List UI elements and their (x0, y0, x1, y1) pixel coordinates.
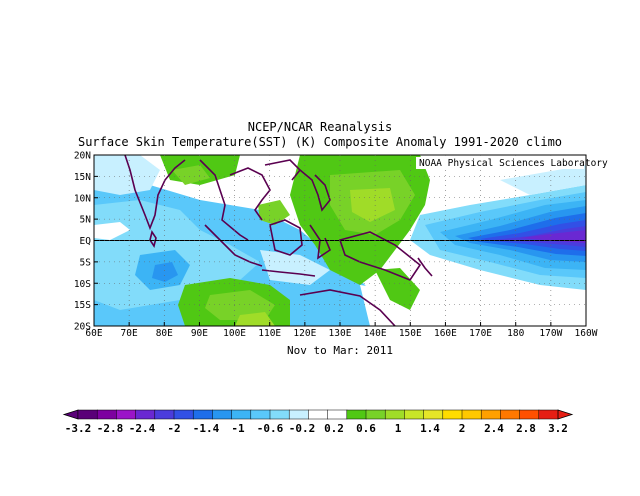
colorbar-arrow-left (62, 409, 79, 420)
latitude-labels: 20N 15N 10N 5N EQ 5S 10S 15S 20S (74, 151, 91, 333)
lon-label: 100E (223, 328, 246, 339)
colorbar-swatch (365, 409, 386, 420)
colorbar-swatch (135, 409, 156, 420)
colorbar-tick-label: 1.4 (420, 422, 440, 435)
colorbar-tick-label: -2.4 (129, 422, 156, 435)
china-coast (264, 159, 302, 181)
colorbar-tick-label: 2 (459, 422, 466, 435)
lon-label: 140E (364, 328, 387, 339)
colorbar-swatch (461, 409, 482, 420)
colorbar-tick-label: -3.2 (65, 422, 92, 435)
lon-label: 160E (434, 328, 457, 339)
myanmar-malay-coast (199, 159, 249, 241)
lon-label: 110E (258, 328, 281, 339)
title-line-2: Surface Skin Temperature(SST) (K) Compos… (77, 135, 563, 149)
colorbar-swatch (308, 409, 329, 420)
colorbar-swatch (96, 409, 117, 420)
longitude-labels: 60E 70E 80E 90E 100E 110E 120E 130E 140E 150E 160E… (85, 328, 597, 339)
colorbar-swatch (384, 409, 405, 420)
colorbar-swatch (327, 409, 348, 420)
colorbar-swatch (538, 409, 559, 420)
sumatra (204, 224, 263, 267)
borneo (269, 219, 303, 256)
lat-label: 20N (74, 151, 91, 162)
lat-label: 10S (74, 279, 91, 290)
lon-label: 160W (575, 328, 598, 339)
lon-label: 170W (539, 328, 562, 339)
lat-label: 20S (74, 322, 91, 333)
colorbar-tick-label: 0.2 (324, 422, 344, 435)
colorbar-swatch (250, 409, 271, 420)
credit-text: NOAA Physical Sciences Laboratory (419, 158, 608, 169)
lon-label: 170E (469, 328, 492, 339)
period-label: Nov to Mar: 2011 (287, 344, 393, 357)
lat-label: 5S (80, 257, 92, 268)
colorbar-tick-label: -0.2 (289, 422, 316, 435)
colorbar-arrow-right (557, 409, 574, 420)
sulawesi (309, 224, 331, 260)
philippines (299, 169, 331, 212)
colorbar-tick-label: 2.8 (516, 422, 536, 435)
solomon-islands (417, 257, 433, 277)
credit-box (416, 157, 584, 169)
sri-lanka (149, 230, 157, 248)
lat-label: EQ (80, 236, 92, 247)
australia-north-coast (299, 289, 396, 326)
colorbar-tick-label: -1.4 (193, 422, 220, 435)
lon-label: 130E (329, 328, 352, 339)
colorbar (62, 409, 574, 420)
lon-label: 120E (293, 328, 316, 339)
lat-label: 10N (74, 193, 91, 204)
coastlines (124, 155, 433, 326)
colorbar-swatch (269, 409, 290, 420)
java (261, 269, 316, 277)
colorbar-tick-label: -2 (167, 422, 180, 435)
lon-label: 150E (399, 328, 422, 339)
colorbar-swatch (154, 409, 175, 420)
colorbar-swatch (77, 409, 98, 420)
colorbar-swatch (519, 409, 540, 420)
colorbar-tick-label: 2.4 (484, 422, 504, 435)
lon-label: 80E (156, 328, 173, 339)
colorbar-swatch (173, 409, 194, 420)
colorbar-tick-label: 1 (395, 422, 402, 435)
colorbar-labels: -3.2 -2.8 -2.4 -2 -1.4 -1 -0.6 -0.2 0.2 0.6 1 1.4 2 2… (65, 422, 568, 435)
title-line-1: NCEP/NCAR Reanalysis (247, 120, 393, 134)
lon-label: 90E (191, 328, 208, 339)
lon-label: 70E (121, 328, 138, 339)
lat-label: 5N (80, 215, 92, 226)
lon-label: 180 (507, 328, 524, 339)
colorbar-swatch (346, 409, 367, 420)
colorbar-swatch (442, 409, 463, 420)
colorbar-swatch (192, 409, 213, 420)
lon-label: 60E (85, 328, 102, 339)
colorbar-swatch (116, 409, 137, 420)
colorbar-swatch (231, 409, 252, 420)
colorbar-swatch (500, 409, 521, 420)
colorbar-tick-label: 0.6 (356, 422, 376, 435)
gridlines (93, 154, 587, 327)
colorbar-swatch (288, 409, 309, 420)
colorbar-tick-label: -0.6 (257, 422, 284, 435)
colorbar-tick-label: 3.2 (548, 422, 568, 435)
colorbar-tick-label: -2.8 (97, 422, 124, 435)
colorbar-swatch (212, 409, 233, 420)
colorbar-swatch (423, 409, 444, 420)
colorbar-swatch (404, 409, 425, 420)
colorbar-swatch (480, 409, 501, 420)
lat-label: 15N (74, 172, 91, 183)
lat-label: 15S (74, 300, 91, 311)
anomaly-field (94, 155, 586, 326)
india-coast (124, 155, 186, 231)
colorbar-tick-label: -1 (231, 422, 245, 435)
